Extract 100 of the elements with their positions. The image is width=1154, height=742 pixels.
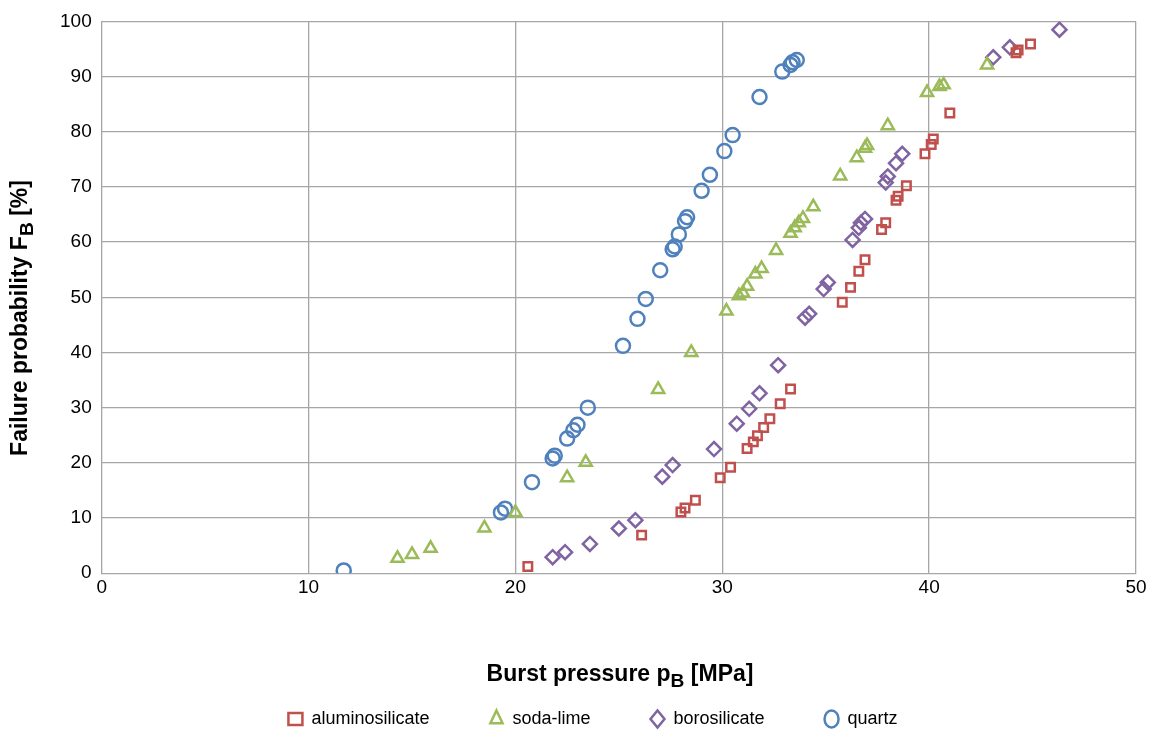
point [919,148,931,160]
point [892,190,904,202]
point [795,210,811,224]
point [565,422,582,439]
legend-label: soda-lime [512,707,591,728]
legend-label: aluminosilicate [311,707,430,728]
point [670,226,688,243]
point [845,281,857,293]
point [719,302,734,316]
point [678,209,696,226]
point [849,149,865,163]
y-tick-label: 100 [60,9,92,31]
x-tick-label: 40 [918,575,940,597]
point [876,223,888,235]
x-tick-label: 20 [504,575,526,597]
point [879,168,897,185]
point [944,107,956,119]
point [1025,38,1036,50]
point [651,262,669,279]
point [740,400,758,418]
point [523,473,541,491]
point [404,546,420,560]
y-tick-label: 90 [70,64,92,86]
point [852,214,870,232]
legend-label: quartz [847,707,898,728]
point [747,436,759,448]
point [556,543,574,561]
point [979,56,995,70]
point [581,535,599,553]
point [558,430,576,447]
point [927,133,939,145]
point [637,290,654,308]
point [675,506,687,518]
point [705,440,723,458]
point [731,287,747,301]
point [1051,21,1068,38]
x-tick-label: 50 [1125,575,1147,597]
point [836,296,848,308]
x-axis-title: Burst pressure p$_{B}$ [MPa] [486,660,754,692]
point [788,51,805,69]
point [751,88,768,106]
point [768,242,784,256]
point [805,198,821,212]
point [919,84,935,98]
point [522,561,534,573]
point [716,142,733,160]
x-tick-label: 30 [711,575,733,597]
point [614,337,632,355]
point [654,468,671,485]
point [650,381,666,395]
y-tick-label: 50 [70,285,92,307]
point [932,78,947,92]
point [832,167,848,181]
point [679,502,691,514]
point [859,254,871,266]
point [890,194,902,206]
point [578,454,594,468]
point [724,126,741,144]
point [728,415,746,432]
point [783,225,798,239]
y-tick-label: 0 [81,561,92,583]
point [725,461,737,473]
point [544,548,561,566]
legend-label: borosilicate [673,707,765,728]
point [735,284,751,298]
point [758,422,770,434]
point [423,540,438,554]
point [569,416,586,434]
y-tick-label: 10 [70,506,92,528]
point [764,413,776,425]
y-tick-label: 80 [70,119,92,141]
point [477,519,492,533]
point [925,138,937,150]
point [800,305,818,323]
point [751,385,768,402]
point [701,166,719,184]
point [390,550,405,564]
point [791,214,807,228]
point [844,231,861,249]
point [610,520,628,537]
point [769,356,787,374]
point [853,265,865,277]
point [880,217,892,229]
point [559,469,575,483]
point [877,174,894,191]
y-tick-label: 20 [70,451,92,473]
point [508,504,523,518]
point [787,219,802,233]
point [815,280,832,298]
y-tick-label: 40 [70,340,92,362]
point [689,494,701,506]
point [751,430,763,442]
point [627,511,644,529]
point [676,212,694,230]
point [856,210,874,228]
point [714,472,726,484]
point [887,154,905,172]
point [894,145,911,163]
point [850,219,868,237]
point [785,383,797,395]
